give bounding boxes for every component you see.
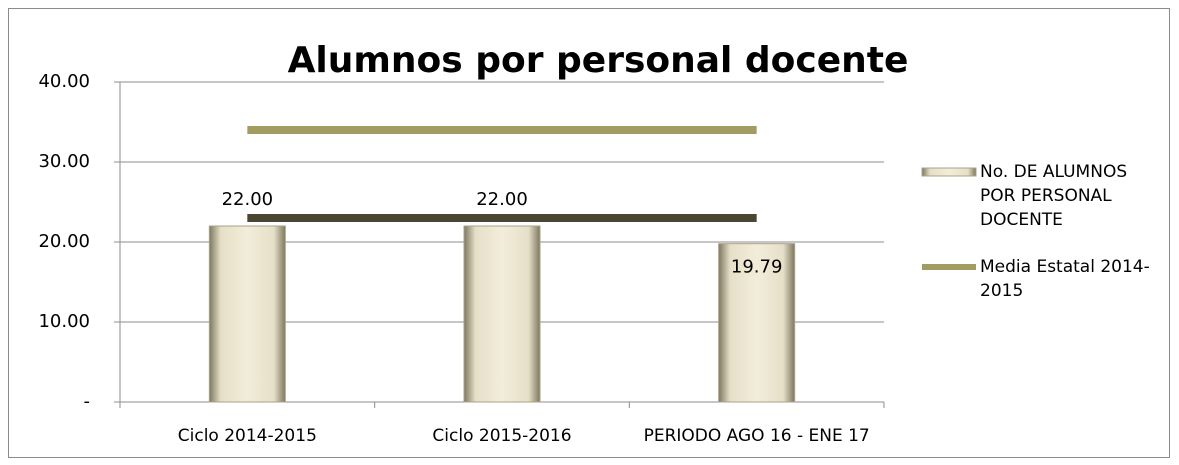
bar <box>718 243 796 403</box>
data-label: 19.79 <box>731 257 783 278</box>
legend-label: No. DE ALUMNOS POR PERSONAL DOCENTE <box>980 162 1128 230</box>
y-tick-label: 40.00 <box>38 71 90 92</box>
x-tick-label: Ciclo 2015-2016 <box>432 426 571 446</box>
y-tick-label: 30.00 <box>38 151 90 172</box>
legend-swatch <box>921 167 977 177</box>
x-tick-label: PERIODO AGO 16 - ENE 17 <box>644 426 870 446</box>
chart-border <box>8 8 1170 458</box>
bar <box>463 225 541 403</box>
x-tick-label: Ciclo 2014-2015 <box>178 426 317 446</box>
legend-label: Media Estatal 2014-2015 <box>980 257 1150 301</box>
chart-title: Alumnos por personal docente <box>288 40 909 81</box>
data-label: 22.00 <box>476 189 528 210</box>
bar <box>208 225 286 403</box>
y-tick-label: 10.00 <box>38 311 90 332</box>
data-label: 22.00 <box>222 189 274 210</box>
y-tick-label: - <box>84 391 91 412</box>
y-tick-label: 20.00 <box>38 231 90 252</box>
